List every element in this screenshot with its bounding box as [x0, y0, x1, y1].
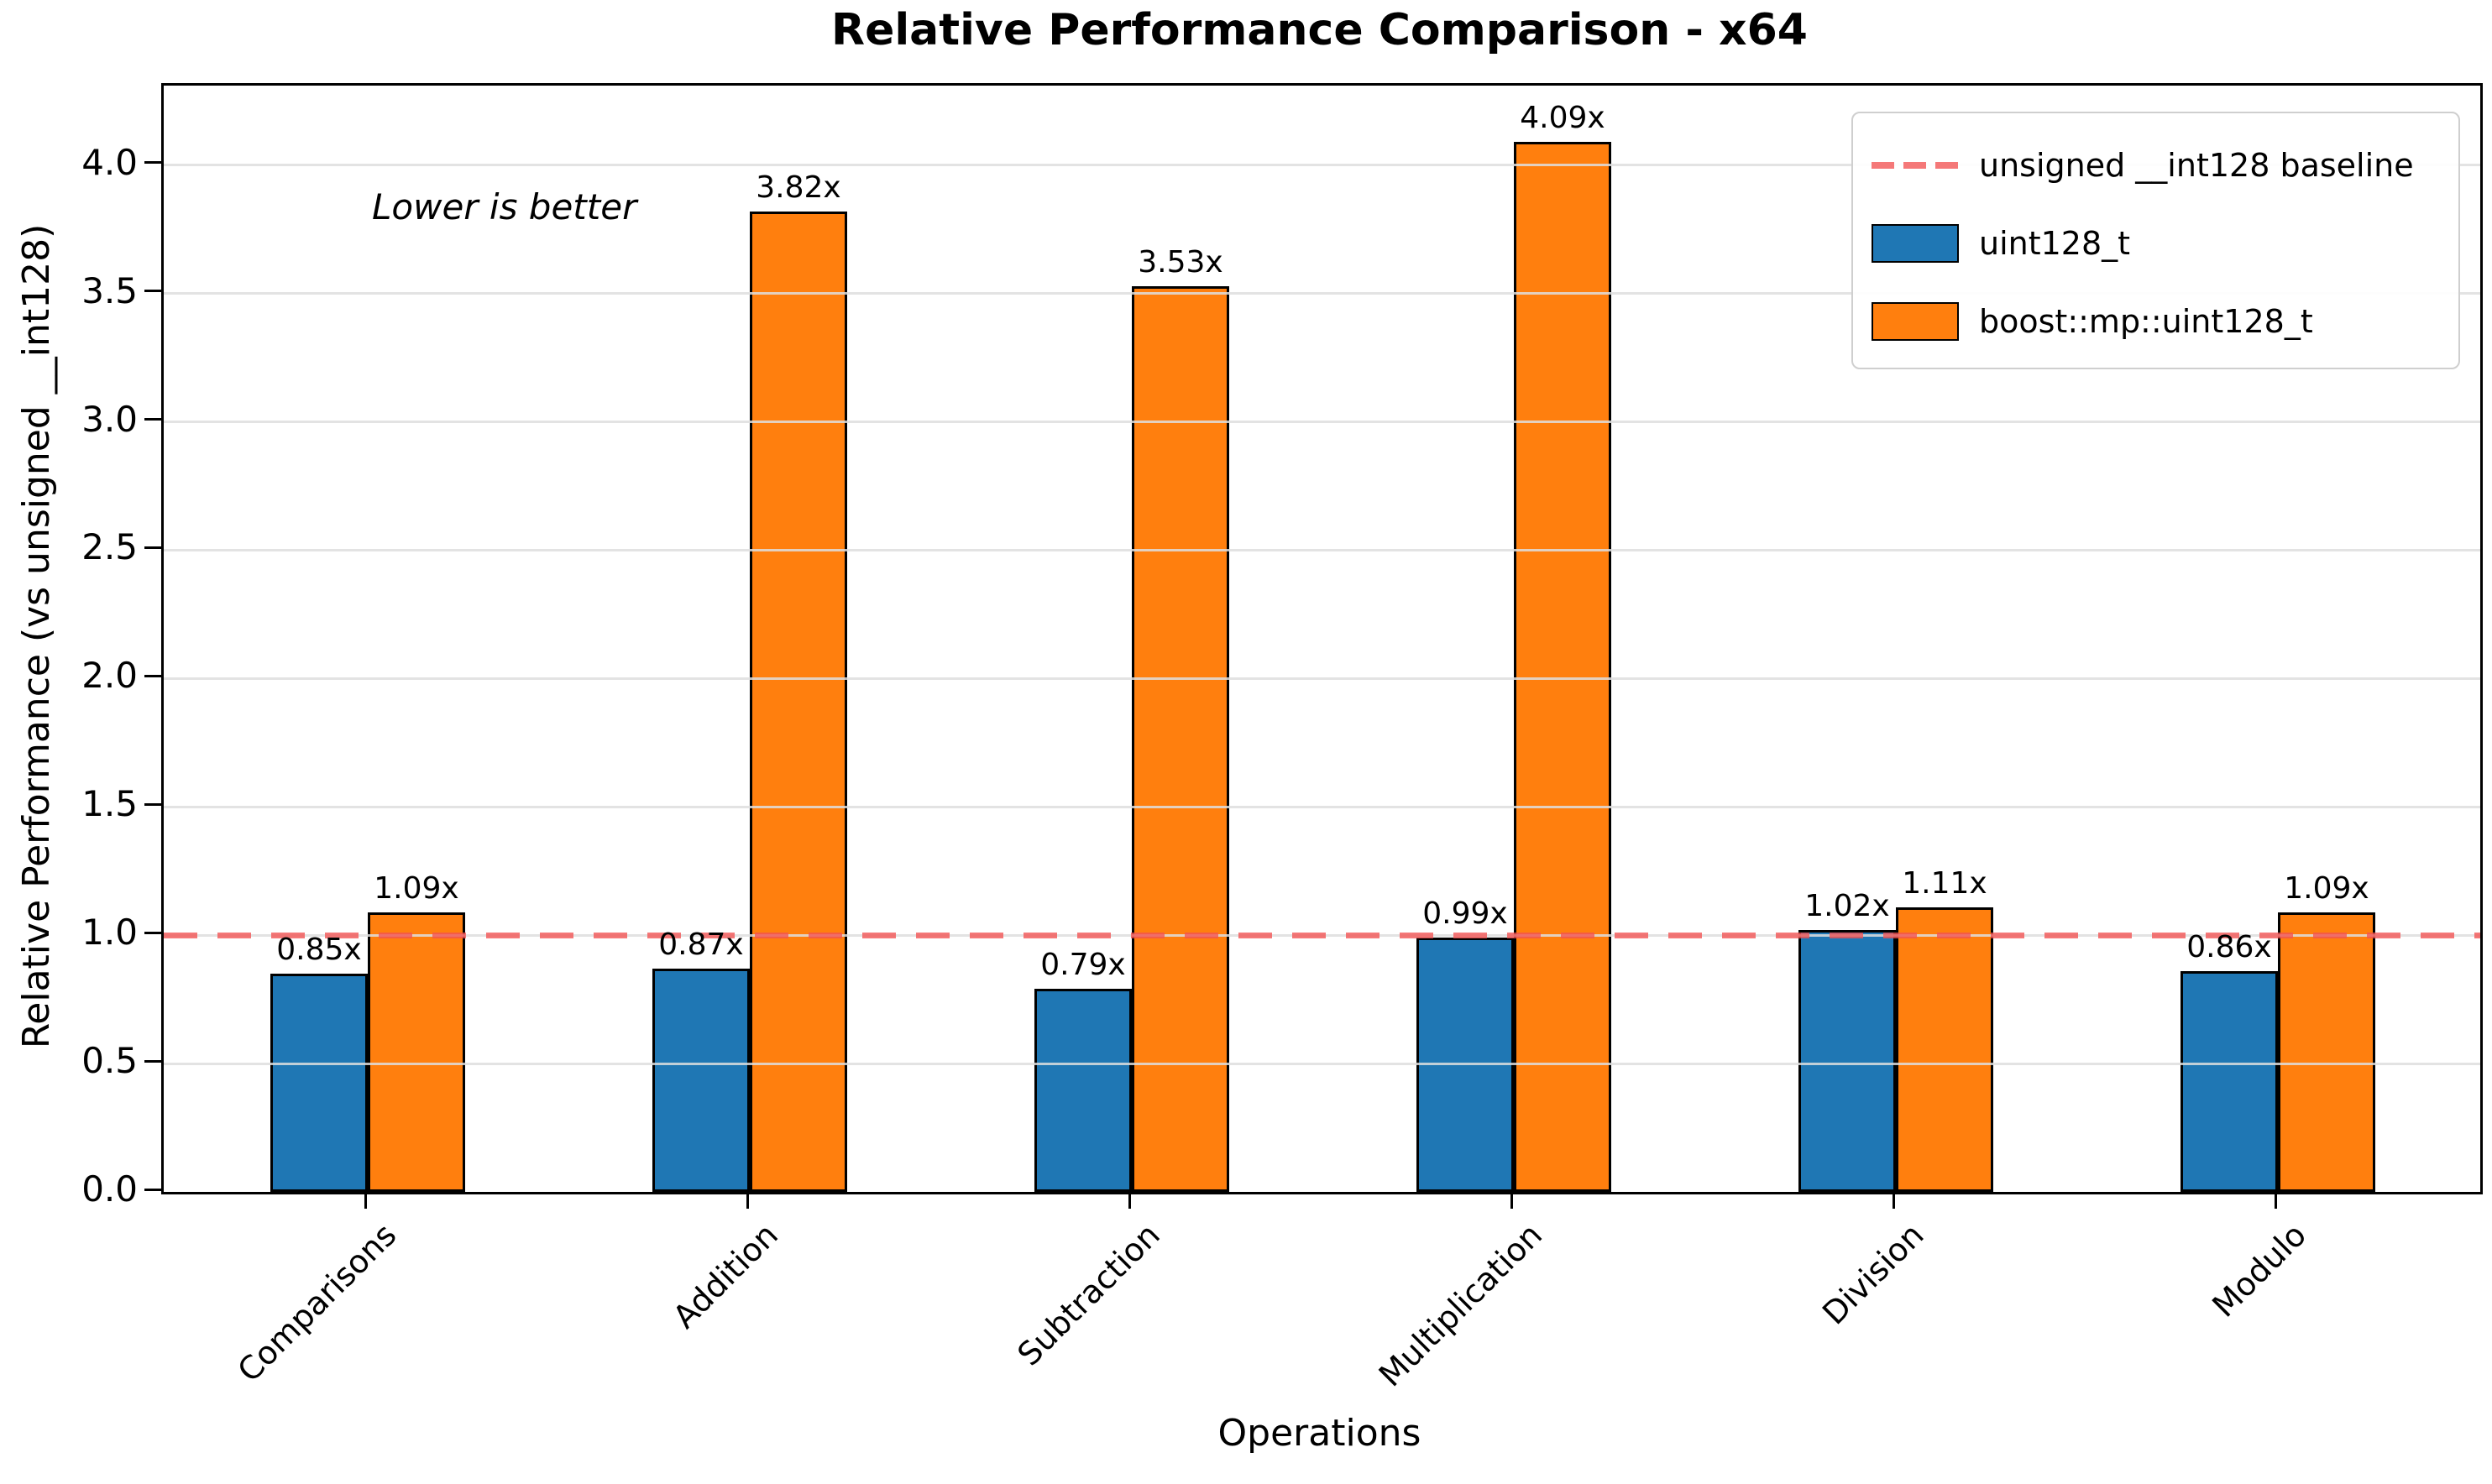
- y-tick-label: 4.0: [81, 141, 138, 183]
- bar-boost-mp-uint128-t: [368, 912, 465, 1192]
- y-tick: [144, 674, 161, 677]
- y-tick: [144, 931, 161, 934]
- bar-uint128-t: [1416, 938, 1514, 1192]
- x-tick: [2274, 1192, 2277, 1209]
- bar-boost-mp-uint128-t: [2278, 912, 2375, 1192]
- y-tick: [144, 418, 161, 421]
- gridline: [164, 421, 2480, 424]
- y-tick: [144, 802, 161, 806]
- x-axis-label: Operations: [1217, 1412, 1421, 1455]
- annotation-note: Lower is better: [372, 186, 637, 227]
- bar-uint128-t: [270, 974, 368, 1192]
- y-axis-label: Relative Performance (vs unsigned __int1…: [15, 223, 58, 1049]
- y-tick-label: 0.5: [81, 1040, 138, 1082]
- chart-title: Relative Performance Comparison - x64: [831, 5, 1808, 55]
- bar-boost-mp-uint128-t: [1132, 285, 1229, 1192]
- x-tick: [1128, 1192, 1131, 1209]
- bar-value-label: 1.02x: [1804, 889, 1890, 924]
- bar-value-label: 0.86x: [2186, 930, 2272, 965]
- legend-label: unsigned __int128 baseline: [1979, 147, 2414, 184]
- bar-uint128-t: [1034, 989, 1132, 1192]
- x-tick-label: Comparisons: [230, 1216, 404, 1390]
- x-tick: [364, 1192, 367, 1209]
- baseline-dash-sample-icon: [1872, 162, 1959, 169]
- x-tick-label: Multiplication: [1371, 1216, 1550, 1394]
- series-swatch-icon: [1872, 302, 1959, 341]
- x-tick: [1510, 1192, 1513, 1209]
- bar-uint128-t: [2180, 971, 2278, 1192]
- gridline: [164, 548, 2480, 551]
- bar-value-label: 1.09x: [2284, 870, 2369, 906]
- bar-value-label: 0.79x: [1040, 948, 1126, 983]
- y-tick: [144, 546, 161, 549]
- y-tick-label: 2.0: [81, 655, 138, 697]
- bar-uint128-t: [652, 968, 750, 1192]
- bar-value-label: 1.11x: [1902, 865, 1987, 901]
- bar-value-label: 0.87x: [658, 927, 744, 962]
- legend-label: uint128_t: [1979, 225, 2131, 262]
- bar-value-label: 3.53x: [1138, 244, 1223, 280]
- y-tick-label: 3.0: [81, 398, 138, 440]
- bar-value-label: 3.82x: [756, 170, 841, 205]
- y-tick-label: 2.5: [81, 526, 138, 568]
- gridline: [164, 1062, 2480, 1065]
- legend-entry-uint128: uint128_t: [1853, 218, 2458, 269]
- gridline: [164, 677, 2480, 680]
- y-tick: [144, 290, 161, 293]
- legend: unsigned __int128 baseline uint128_t boo…: [1851, 112, 2460, 369]
- baseline-line: [164, 932, 2480, 938]
- gridline: [164, 805, 2480, 808]
- legend-label: boost::mp::uint128_t: [1979, 303, 2313, 340]
- bar-value-label: 0.85x: [276, 933, 362, 968]
- legend-entry-boost: boost::mp::uint128_t: [1853, 296, 2458, 347]
- y-tick-label: 3.5: [81, 269, 138, 311]
- y-tick: [144, 1059, 161, 1063]
- legend-entry-baseline: unsigned __int128 baseline: [1853, 140, 2458, 191]
- x-tick: [746, 1192, 749, 1209]
- gridline: [164, 292, 2480, 295]
- x-tick-label: Addition: [666, 1216, 786, 1336]
- y-tick: [144, 1188, 161, 1191]
- x-tick-label: Subtraction: [1010, 1216, 1168, 1373]
- y-tick: [144, 161, 161, 165]
- x-tick-label: Division: [1815, 1216, 1932, 1332]
- bar-value-label: 0.99x: [1422, 896, 1508, 932]
- bar-boost-mp-uint128-t: [750, 211, 847, 1192]
- y-tick-label: 1.0: [81, 912, 138, 954]
- bar-value-label: 1.09x: [374, 870, 459, 906]
- bar-value-label: 4.09x: [1520, 101, 1605, 136]
- series-swatch-icon: [1872, 224, 1959, 263]
- y-tick-label: 1.5: [81, 783, 138, 825]
- y-tick-label: 0.0: [81, 1168, 138, 1210]
- gridline: [164, 164, 2480, 167]
- x-tick: [1892, 1192, 1895, 1209]
- x-tick-label: Modulo: [2205, 1216, 2314, 1325]
- bar-uint128-t: [1798, 930, 1896, 1192]
- bar-boost-mp-uint128-t: [1514, 142, 1611, 1192]
- bar-boost-mp-uint128-t: [1896, 907, 1993, 1192]
